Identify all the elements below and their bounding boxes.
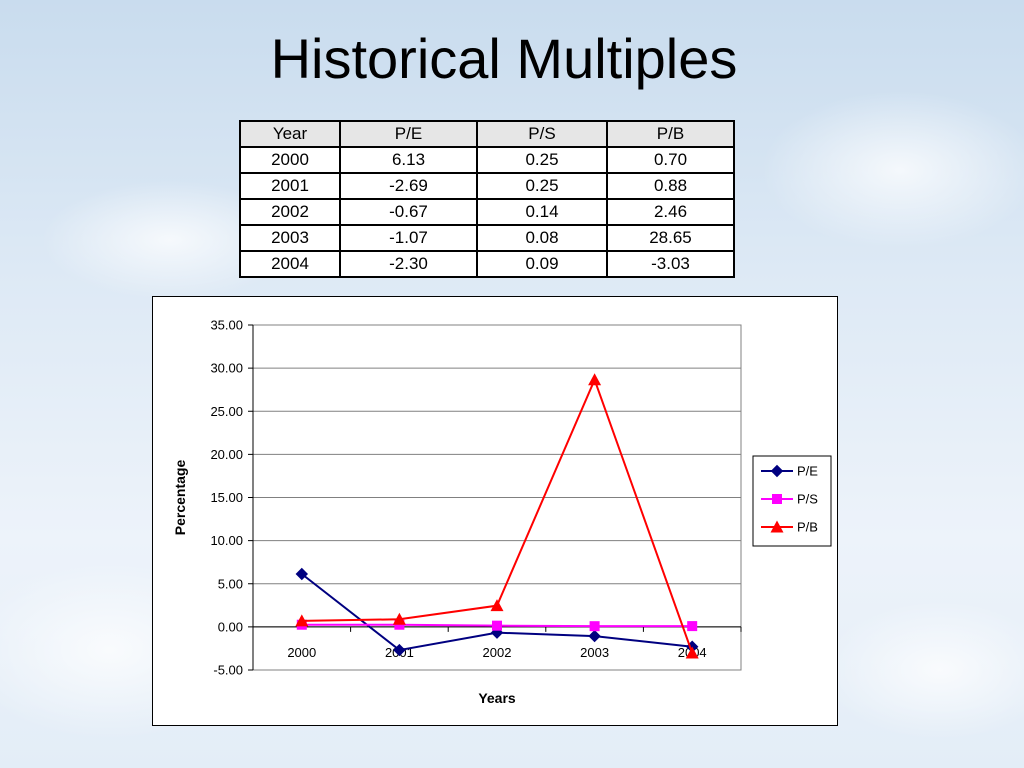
data-point-pe: [393, 643, 406, 657]
cell-ps: 0.25: [476, 146, 608, 174]
data-point-pb: [685, 646, 699, 659]
series-ps: [296, 619, 698, 632]
y-tick-label: 25.00: [210, 404, 243, 419]
column-header-pe: P/E: [339, 120, 478, 148]
legend-marker-pe: [770, 464, 784, 478]
data-point-ps: [492, 620, 502, 631]
cell-ps: 0.14: [476, 198, 608, 226]
grid-layer: [253, 324, 741, 671]
cell-pb: 0.70: [606, 146, 735, 174]
data-point-pe: [588, 629, 601, 643]
series-pb: [295, 373, 699, 659]
data-point-ps: [687, 621, 698, 632]
x-tick-label: 2000: [287, 645, 316, 660]
data-point-pb: [588, 373, 602, 386]
data-point-pb: [490, 599, 504, 612]
legend-label-pe: P/E: [797, 464, 818, 479]
slide-title: Historical Multiples: [270, 27, 738, 90]
cell-year: 2002: [239, 198, 341, 226]
multiples-table: Year P/E P/S P/B 2000 6.13 0.25 0.70 200…: [239, 120, 735, 278]
x-axis-title: Years: [478, 690, 516, 706]
cell-pb: -3.03: [606, 250, 735, 278]
series-layer: [295, 373, 699, 659]
cell-year: 2004: [239, 250, 341, 278]
table-row: 2003 -1.07 0.08 28.65: [239, 224, 735, 252]
y-tick-label: 0.00: [218, 619, 243, 634]
data-point-pe: [295, 567, 309, 581]
data-point-pb: [392, 612, 406, 625]
legend-marker-pb: [770, 520, 784, 533]
chart-frame: -5.00 0.00 5.00 10.00 15.00 20.00 25.00 30.00 35…: [152, 296, 838, 726]
cell-pe: 6.13: [339, 146, 478, 174]
x-tick-label: 2003: [580, 645, 609, 660]
data-point-ps: [589, 621, 600, 632]
y-tick-label: -5.00: [213, 663, 243, 678]
cell-pe: -1.07: [339, 224, 478, 252]
data-point-pb: [295, 614, 309, 627]
y-tick-label: 15.00: [210, 490, 243, 505]
series-line-pb: [301, 377, 694, 654]
y-tick-label: 20.00: [210, 447, 243, 462]
cell-pb: 28.65: [606, 224, 735, 252]
cell-ps: 0.25: [476, 172, 608, 200]
table-row: 2001 -2.69 0.25 0.88: [239, 172, 735, 200]
cell-pe: -2.30: [339, 250, 478, 278]
y-tick-label: 5.00: [218, 576, 243, 591]
table-row: 2000 6.13 0.25 0.70: [239, 146, 735, 174]
y-axis-title: Percentage: [172, 460, 188, 536]
x-tick-label: 2002: [483, 645, 512, 660]
cell-pb: 2.46: [606, 198, 735, 226]
cloud-decoration: [820, 600, 1024, 740]
cell-pb: 0.88: [606, 172, 735, 200]
cell-year: 2000: [239, 146, 341, 174]
y-tick-label: 30.00: [210, 361, 243, 376]
y-tick-label: 10.00: [210, 533, 243, 548]
legend-marker-ps: [772, 494, 782, 504]
y-tick-label: 35.00: [210, 318, 243, 333]
legend-label-ps: P/S: [797, 492, 818, 507]
chart-legend: P/E P/S P/B: [752, 455, 832, 547]
cell-pe: -0.67: [339, 198, 478, 226]
legend-box: [752, 455, 832, 547]
table-row: 2002 -0.67 0.14 2.46: [239, 198, 735, 226]
cell-ps: 0.09: [476, 250, 608, 278]
column-header-year: Year: [239, 120, 341, 148]
cloud-decoration: [760, 90, 1024, 250]
table-header-row: Year P/E P/S P/B: [239, 120, 735, 148]
column-header-pb: P/B: [606, 120, 735, 148]
legend-label-pb: P/B: [797, 520, 818, 535]
line-chart: -5.00 0.00 5.00 10.00 15.00 20.00 25.00 30.00 35…: [172, 318, 832, 706]
cell-pe: -2.69: [339, 172, 478, 200]
column-header-ps: P/S: [476, 120, 608, 148]
cell-ps: 0.08: [476, 224, 608, 252]
axes-layer: -5.00 0.00 5.00 10.00 15.00 20.00 25.00 30.00 35…: [210, 318, 742, 678]
cell-year: 2001: [239, 172, 341, 200]
series-pe: [295, 567, 699, 657]
table-row: 2004 -2.30 0.09 -3.03: [239, 250, 735, 278]
cell-year: 2003: [239, 224, 341, 252]
